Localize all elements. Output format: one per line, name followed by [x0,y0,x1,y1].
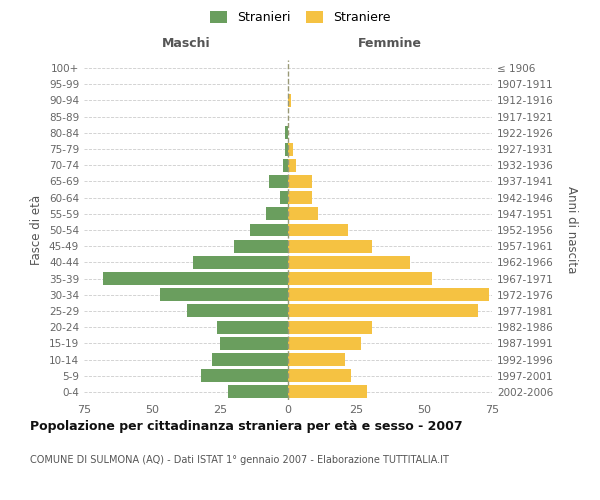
Bar [283,159,288,172]
Bar [288,304,478,318]
Bar [288,337,361,350]
Bar [288,256,410,269]
Bar [288,94,291,107]
Bar [288,386,367,398]
Bar [288,320,373,334]
Bar [288,369,350,382]
Bar [288,142,293,156]
Y-axis label: Anni di nascita: Anni di nascita [565,186,578,274]
Text: Popolazione per cittadinanza straniera per età e sesso - 2007: Popolazione per cittadinanza straniera p… [30,420,463,433]
Bar [288,175,313,188]
Bar [103,272,288,285]
Bar [228,386,288,398]
Text: Femmine: Femmine [358,38,422,51]
Bar [288,272,432,285]
Bar [217,320,288,334]
Bar [269,175,288,188]
Bar [193,256,288,269]
Bar [285,142,288,156]
Legend: Stranieri, Straniere: Stranieri, Straniere [209,11,391,24]
Bar [212,353,288,366]
Bar [288,240,373,252]
Bar [280,191,288,204]
Bar [266,208,288,220]
Bar [288,224,348,236]
Text: COMUNE DI SULMONA (AQ) - Dati ISTAT 1° gennaio 2007 - Elaborazione TUTTITALIA.IT: COMUNE DI SULMONA (AQ) - Dati ISTAT 1° g… [30,455,449,465]
Bar [288,353,345,366]
Bar [288,288,489,301]
Bar [187,304,288,318]
Bar [285,126,288,140]
Y-axis label: Fasce di età: Fasce di età [31,195,43,265]
Bar [160,288,288,301]
Bar [288,159,296,172]
Text: Maschi: Maschi [161,38,211,51]
Bar [201,369,288,382]
Bar [288,191,313,204]
Bar [233,240,288,252]
Bar [288,208,318,220]
Bar [250,224,288,236]
Bar [220,337,288,350]
